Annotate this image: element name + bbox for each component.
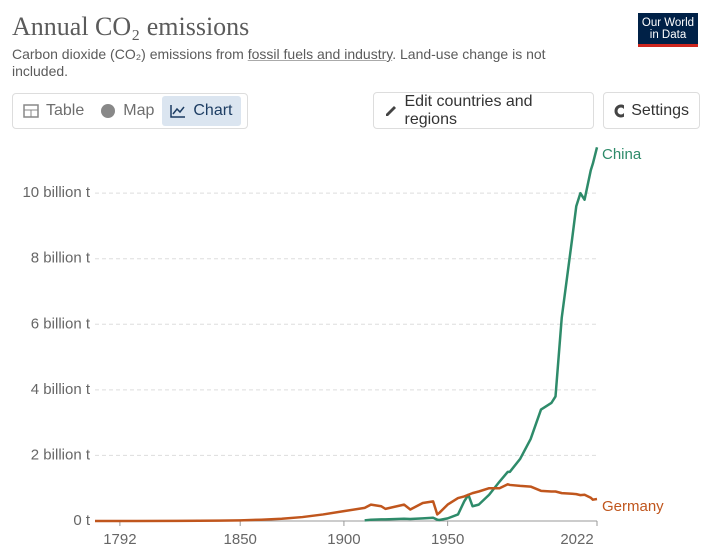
subtitle-text: Carbon dioxide (CO₂) emissions from bbox=[12, 46, 248, 62]
series-line bbox=[364, 146, 599, 522]
logo-text: in Data bbox=[649, 29, 687, 41]
tab-group: Table Map Chart bbox=[12, 93, 248, 129]
series-label: Germany bbox=[602, 498, 664, 515]
tab-label: Table bbox=[46, 102, 85, 119]
icon bbox=[614, 104, 625, 117]
button-label: Edit countries and regions bbox=[404, 92, 533, 128]
logo[interactable]: Our World in Data bbox=[638, 13, 698, 47]
series-label: China bbox=[602, 146, 642, 163]
tab[interactable]: Chart bbox=[162, 96, 241, 126]
tab-label: Chart bbox=[193, 102, 233, 119]
y-tick-label: 10 billion t bbox=[22, 184, 90, 201]
x-tick-label: 1850 bbox=[224, 531, 257, 548]
subtitle-link[interactable]: fossil fuels and industry bbox=[247, 46, 393, 62]
x-tick-label: 1792 bbox=[103, 531, 136, 548]
x-tick-label: 2022 bbox=[560, 531, 593, 548]
edit-button[interactable]: Edit countries and regions bbox=[373, 92, 594, 129]
icon bbox=[386, 105, 396, 116]
tab[interactable]: Map bbox=[92, 96, 162, 126]
subtitle-text: . Land-use change is not included. bbox=[12, 46, 546, 79]
icon bbox=[101, 104, 116, 118]
y-tick-label: 8 billion t bbox=[31, 250, 91, 267]
title: Annual CO₂ emissions bbox=[12, 12, 250, 41]
y-tick-label: 4 billion t bbox=[31, 381, 91, 398]
y-tick-label: 0 t bbox=[73, 512, 91, 529]
subtitle: Carbon dioxide (CO₂) emissions from foss… bbox=[12, 46, 572, 80]
logo-text: Our World bbox=[641, 17, 695, 29]
tab-label: Map bbox=[123, 102, 155, 119]
icon bbox=[23, 104, 39, 118]
y-tick-label: 2 billion t bbox=[31, 446, 91, 463]
icon bbox=[170, 105, 186, 118]
settings-button[interactable]: Settings bbox=[603, 92, 700, 129]
button-label: Settings bbox=[631, 101, 689, 119]
x-tick-label: 1950 bbox=[431, 531, 464, 548]
series-line bbox=[94, 483, 598, 523]
x-tick-label: 1900 bbox=[327, 531, 360, 548]
tab[interactable]: Table bbox=[15, 96, 92, 126]
y-tick-label: 6 billion t bbox=[31, 315, 91, 332]
